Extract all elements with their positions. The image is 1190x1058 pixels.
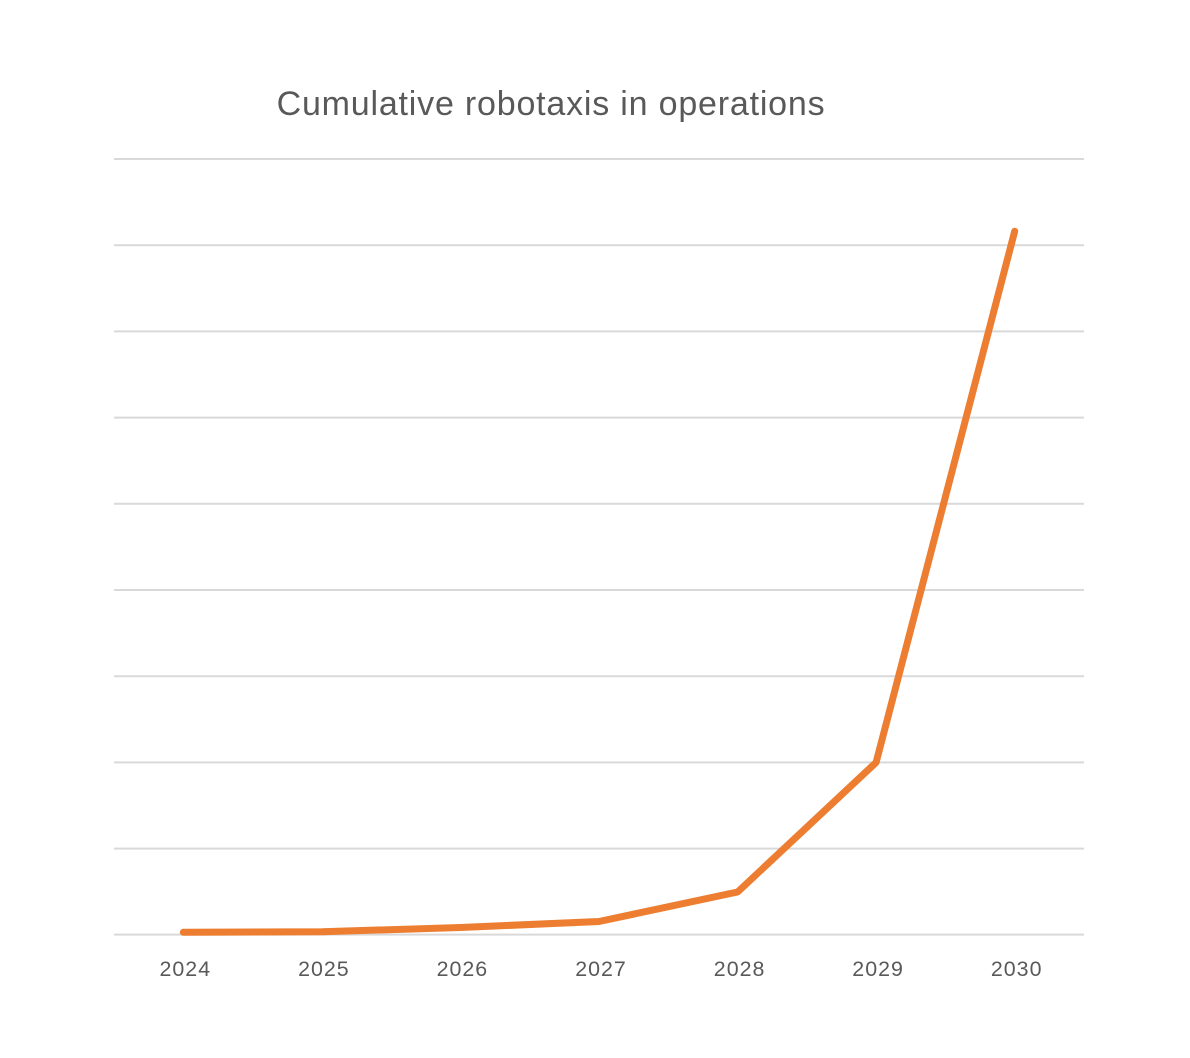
svg-text:2025: 2025 <box>298 957 350 981</box>
svg-text:2029: 2029 <box>852 957 904 981</box>
svg-text:Cumulative robotaxis in operat: Cumulative robotaxis in operations <box>277 85 826 123</box>
svg-text:2026: 2026 <box>437 957 489 981</box>
svg-text:2028: 2028 <box>714 957 766 981</box>
svg-text:2024: 2024 <box>160 957 212 981</box>
svg-text:2027: 2027 <box>575 957 627 981</box>
svg-text:2030: 2030 <box>991 957 1043 981</box>
